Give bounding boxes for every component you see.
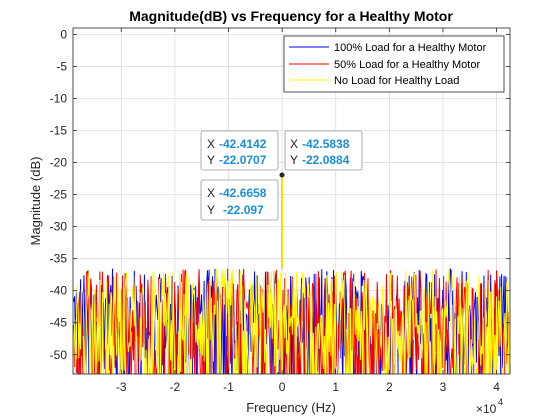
chart-title: Magnitude(dB) vs Frequency for a Healthy…: [129, 8, 453, 24]
y-tick-label: -45: [50, 316, 68, 330]
y-tick-label: -35: [50, 252, 68, 266]
datatip-y-key: Y: [207, 153, 215, 167]
legend: 100% Load for a Healthy Motor 50% Load f…: [283, 35, 505, 93]
series-group: [73, 175, 510, 374]
datatip-y-key: Y: [207, 203, 215, 217]
svg-text:Y-22.0884: Y -22.0884: [290, 153, 350, 167]
legend-entry-50-load: 50% Load for a Healthy Motor: [334, 59, 480, 71]
svg-text:Y-22.097: Y -22.097: [207, 203, 264, 217]
legend-entry-100-load: 100% Load for a Healthy Motor: [334, 42, 487, 54]
y-tick-label: 0: [60, 27, 67, 41]
y-tick-label: -10: [50, 91, 68, 105]
axes-box: [72, 27, 511, 375]
x-tick-label: -3: [116, 380, 127, 394]
datatip-x-value: -42.4142: [219, 137, 267, 151]
y-ticks: 0 -5 -10 -15 -20 -25 -30 -35 -40 -45 -50: [50, 27, 510, 362]
y-tick-label: -15: [50, 124, 68, 138]
y-tick-label: -50: [50, 348, 68, 362]
y-tick-label: -20: [50, 156, 68, 170]
series-line: [73, 268, 510, 374]
svg-text:X-42.5838: X -42.5838: [290, 137, 350, 151]
datatip-x-value: -42.6658: [219, 186, 267, 200]
x-tick-label: -2: [170, 380, 181, 394]
x-tick-label: 1: [332, 380, 339, 394]
x-exponent-base: ×10: [476, 402, 497, 416]
y-tick-label: -30: [50, 220, 68, 234]
datatip-box: [200, 130, 279, 171]
datatip-y-value: -22.097: [223, 203, 264, 217]
datatip-y-value: -22.0884: [302, 153, 350, 167]
datatip-no-load[interactable]: X -42.6658 Y -22.097: [200, 179, 279, 221]
x-tick-label: 4: [493, 380, 500, 394]
x-exponent-power: 4: [498, 397, 503, 407]
datatip-marker[interactable]: [279, 172, 285, 178]
x-tick-label: 0: [279, 380, 286, 394]
datatip-x-key: X: [207, 137, 215, 151]
x-tick-label: 2: [386, 380, 393, 394]
datatip-box: [200, 179, 279, 221]
datatip-50-load[interactable]: X -42.4142 Y -22.0707: [200, 130, 279, 171]
x-tick-label: 3: [440, 380, 447, 394]
x-axis-label: Frequency (Hz): [246, 400, 336, 415]
datatip-y-key: Y: [290, 153, 298, 167]
y-tick-label: -40: [50, 284, 68, 298]
y-tick-label: -25: [50, 188, 68, 202]
datatip-box: [284, 130, 363, 171]
svg-text:Y-22.0707: Y -22.0707: [207, 153, 267, 167]
datatip-x-key: X: [290, 137, 298, 151]
y-tick-label: -5: [56, 59, 67, 73]
x-ticks: -3 -2 -1 0 1 2 3 4: [116, 28, 500, 394]
svg-text:X-42.6658: X -42.6658: [207, 186, 267, 200]
datatip-x-key: X: [207, 186, 215, 200]
datatip-100-load[interactable]: X -42.5838 Y -22.0884: [284, 130, 363, 171]
datatip-y-value: -22.0707: [219, 153, 267, 167]
legend-entry-no-load: No Load for Healthy Load: [334, 75, 459, 87]
x-tick-label: -1: [223, 380, 234, 394]
datatip-x-value: -42.5838: [302, 137, 350, 151]
svg-text:X-42.4142: X -42.4142: [207, 137, 267, 151]
y-axis-label: Magnitude (dB): [28, 157, 43, 246]
